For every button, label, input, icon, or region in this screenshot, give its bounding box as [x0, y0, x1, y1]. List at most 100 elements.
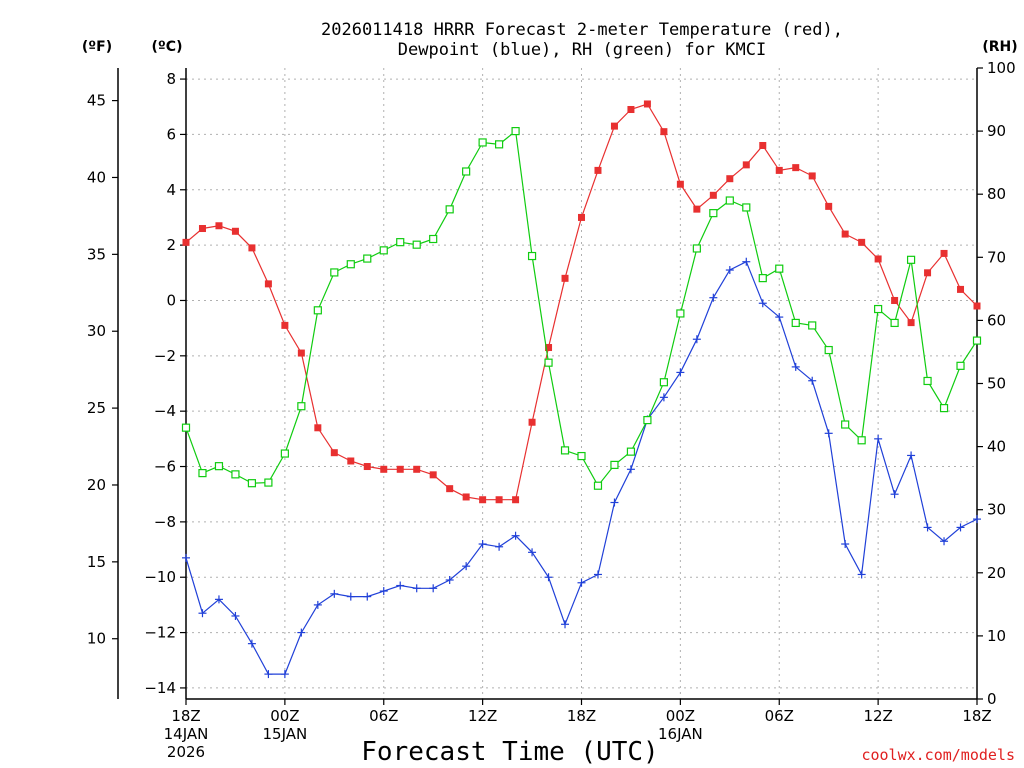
temperature-point: [957, 285, 965, 293]
rh-tick-label: 100: [987, 59, 1016, 77]
temperature-point: [643, 100, 651, 108]
temperature-point: [264, 280, 272, 288]
dewpoint-point: [857, 570, 866, 579]
rh-point: [906, 255, 916, 264]
celsius-tick-label: −4: [154, 402, 176, 420]
celsius-unit-label: (ºC): [152, 39, 183, 55]
temperature-point: [858, 238, 866, 246]
rh-tick-label: 30: [987, 501, 1006, 519]
dewpoint-point: [445, 575, 454, 584]
fahrenheit-unit-label: (ºF): [82, 39, 112, 55]
rh-tick-label: 90: [987, 122, 1006, 140]
rh-tick-label: 10: [987, 627, 1006, 645]
rh-point: [478, 138, 487, 147]
chart-title-line-2: Dewpoint (blue), RH (green) for KMCI: [398, 40, 766, 60]
fahrenheit-tick-label: 30: [87, 322, 106, 340]
temperature-point: [528, 418, 536, 426]
fahrenheit-tick-label: 40: [87, 168, 106, 186]
temperature-point: [924, 269, 932, 277]
dewpoint-point: [330, 589, 339, 598]
dewpoint-point: [363, 592, 372, 601]
temperature-point: [709, 191, 717, 199]
rh-tick-label: 70: [987, 248, 1006, 266]
rh-point: [198, 469, 207, 478]
temperature-point: [676, 180, 684, 188]
temperature-point: [594, 166, 602, 174]
rh-point: [808, 321, 817, 330]
fahrenheit-tick-label: 10: [87, 630, 106, 648]
dewpoint-point: [297, 628, 306, 637]
rh-point: [297, 402, 306, 411]
x-tick-label: 18Z: [171, 707, 200, 725]
rh-point: [923, 376, 932, 386]
x-tick-label: 06Z: [765, 707, 794, 725]
dewpoint-point: [956, 523, 965, 532]
temperature-point: [231, 227, 239, 235]
temperature-point: [314, 424, 322, 432]
rh-point: [610, 460, 619, 469]
celsius-tick-label: −2: [154, 347, 176, 365]
rh-unit-label: (RH): [982, 39, 1017, 55]
rh-point: [956, 361, 965, 370]
temperature-point: [396, 465, 404, 473]
celsius-tick-label: 2: [166, 236, 176, 254]
rh-point: [577, 451, 586, 461]
rh-point: [495, 140, 504, 149]
temperature-point: [726, 175, 734, 183]
rh-point: [264, 478, 273, 487]
dewpoint-point: [841, 540, 850, 549]
temperature-point: [495, 496, 503, 504]
temperature-point: [446, 485, 454, 493]
temperature-point: [545, 344, 553, 352]
temperature-point: [759, 141, 767, 149]
celsius-tick-label: −8: [154, 513, 176, 531]
rh-point: [429, 234, 438, 244]
temperature-point: [792, 164, 800, 172]
x-tick-date-label: 16JAN: [658, 725, 703, 743]
fahrenheit-tick-label: 25: [87, 399, 106, 417]
rh-point: [659, 378, 668, 387]
x-tick-label: 00Z: [270, 707, 299, 725]
temperature-point: [973, 302, 981, 310]
dewpoint-point: [709, 293, 718, 302]
temperature-point: [825, 202, 833, 210]
temperature-point: [297, 349, 305, 357]
x-tick-label: 06Z: [369, 707, 398, 725]
temperature-point: [182, 238, 190, 246]
temperature-point: [578, 213, 585, 221]
x-tick-label: 00Z: [666, 707, 695, 725]
dewpoint-point: [659, 393, 668, 402]
rh-point: [593, 481, 603, 490]
celsius-tick-label: −14: [144, 679, 176, 697]
dewpoint-point: [198, 609, 207, 618]
celsius-tick-label: 8: [166, 70, 176, 88]
temperature-point: [380, 465, 388, 473]
dewpoint-point: [247, 639, 256, 648]
dewpoint-point: [791, 362, 800, 371]
celsius-tick-label: −6: [154, 458, 176, 476]
temperature-point: [512, 496, 520, 504]
x-tick-label: 12Z: [863, 707, 892, 725]
dewpoint-point: [544, 573, 553, 582]
dewpoint-point: [923, 523, 932, 532]
celsius-tick-label: 4: [166, 181, 176, 199]
dewpoint-point: [626, 465, 635, 474]
rh-point: [824, 345, 833, 355]
dewpoint-point: [692, 335, 701, 344]
dewpoint-point: [973, 515, 981, 524]
dewpoint-point: [610, 498, 619, 507]
dewpoint-point: [890, 490, 899, 499]
rh-point: [330, 268, 339, 277]
temperature-point: [775, 166, 783, 174]
dewpoint-point: [313, 600, 322, 609]
temperature-point: [874, 255, 882, 263]
temperature-point: [841, 230, 849, 238]
temperature-point: [347, 457, 355, 465]
temperature-point: [198, 225, 206, 233]
dewpoint-point: [528, 548, 537, 557]
rh-point: [544, 358, 553, 367]
rh-tick-label: 60: [987, 311, 1006, 329]
dewpoint-point: [231, 611, 240, 620]
x-tick-label: 18Z: [567, 707, 596, 725]
x-tick-date-label: 15JAN: [263, 725, 308, 743]
